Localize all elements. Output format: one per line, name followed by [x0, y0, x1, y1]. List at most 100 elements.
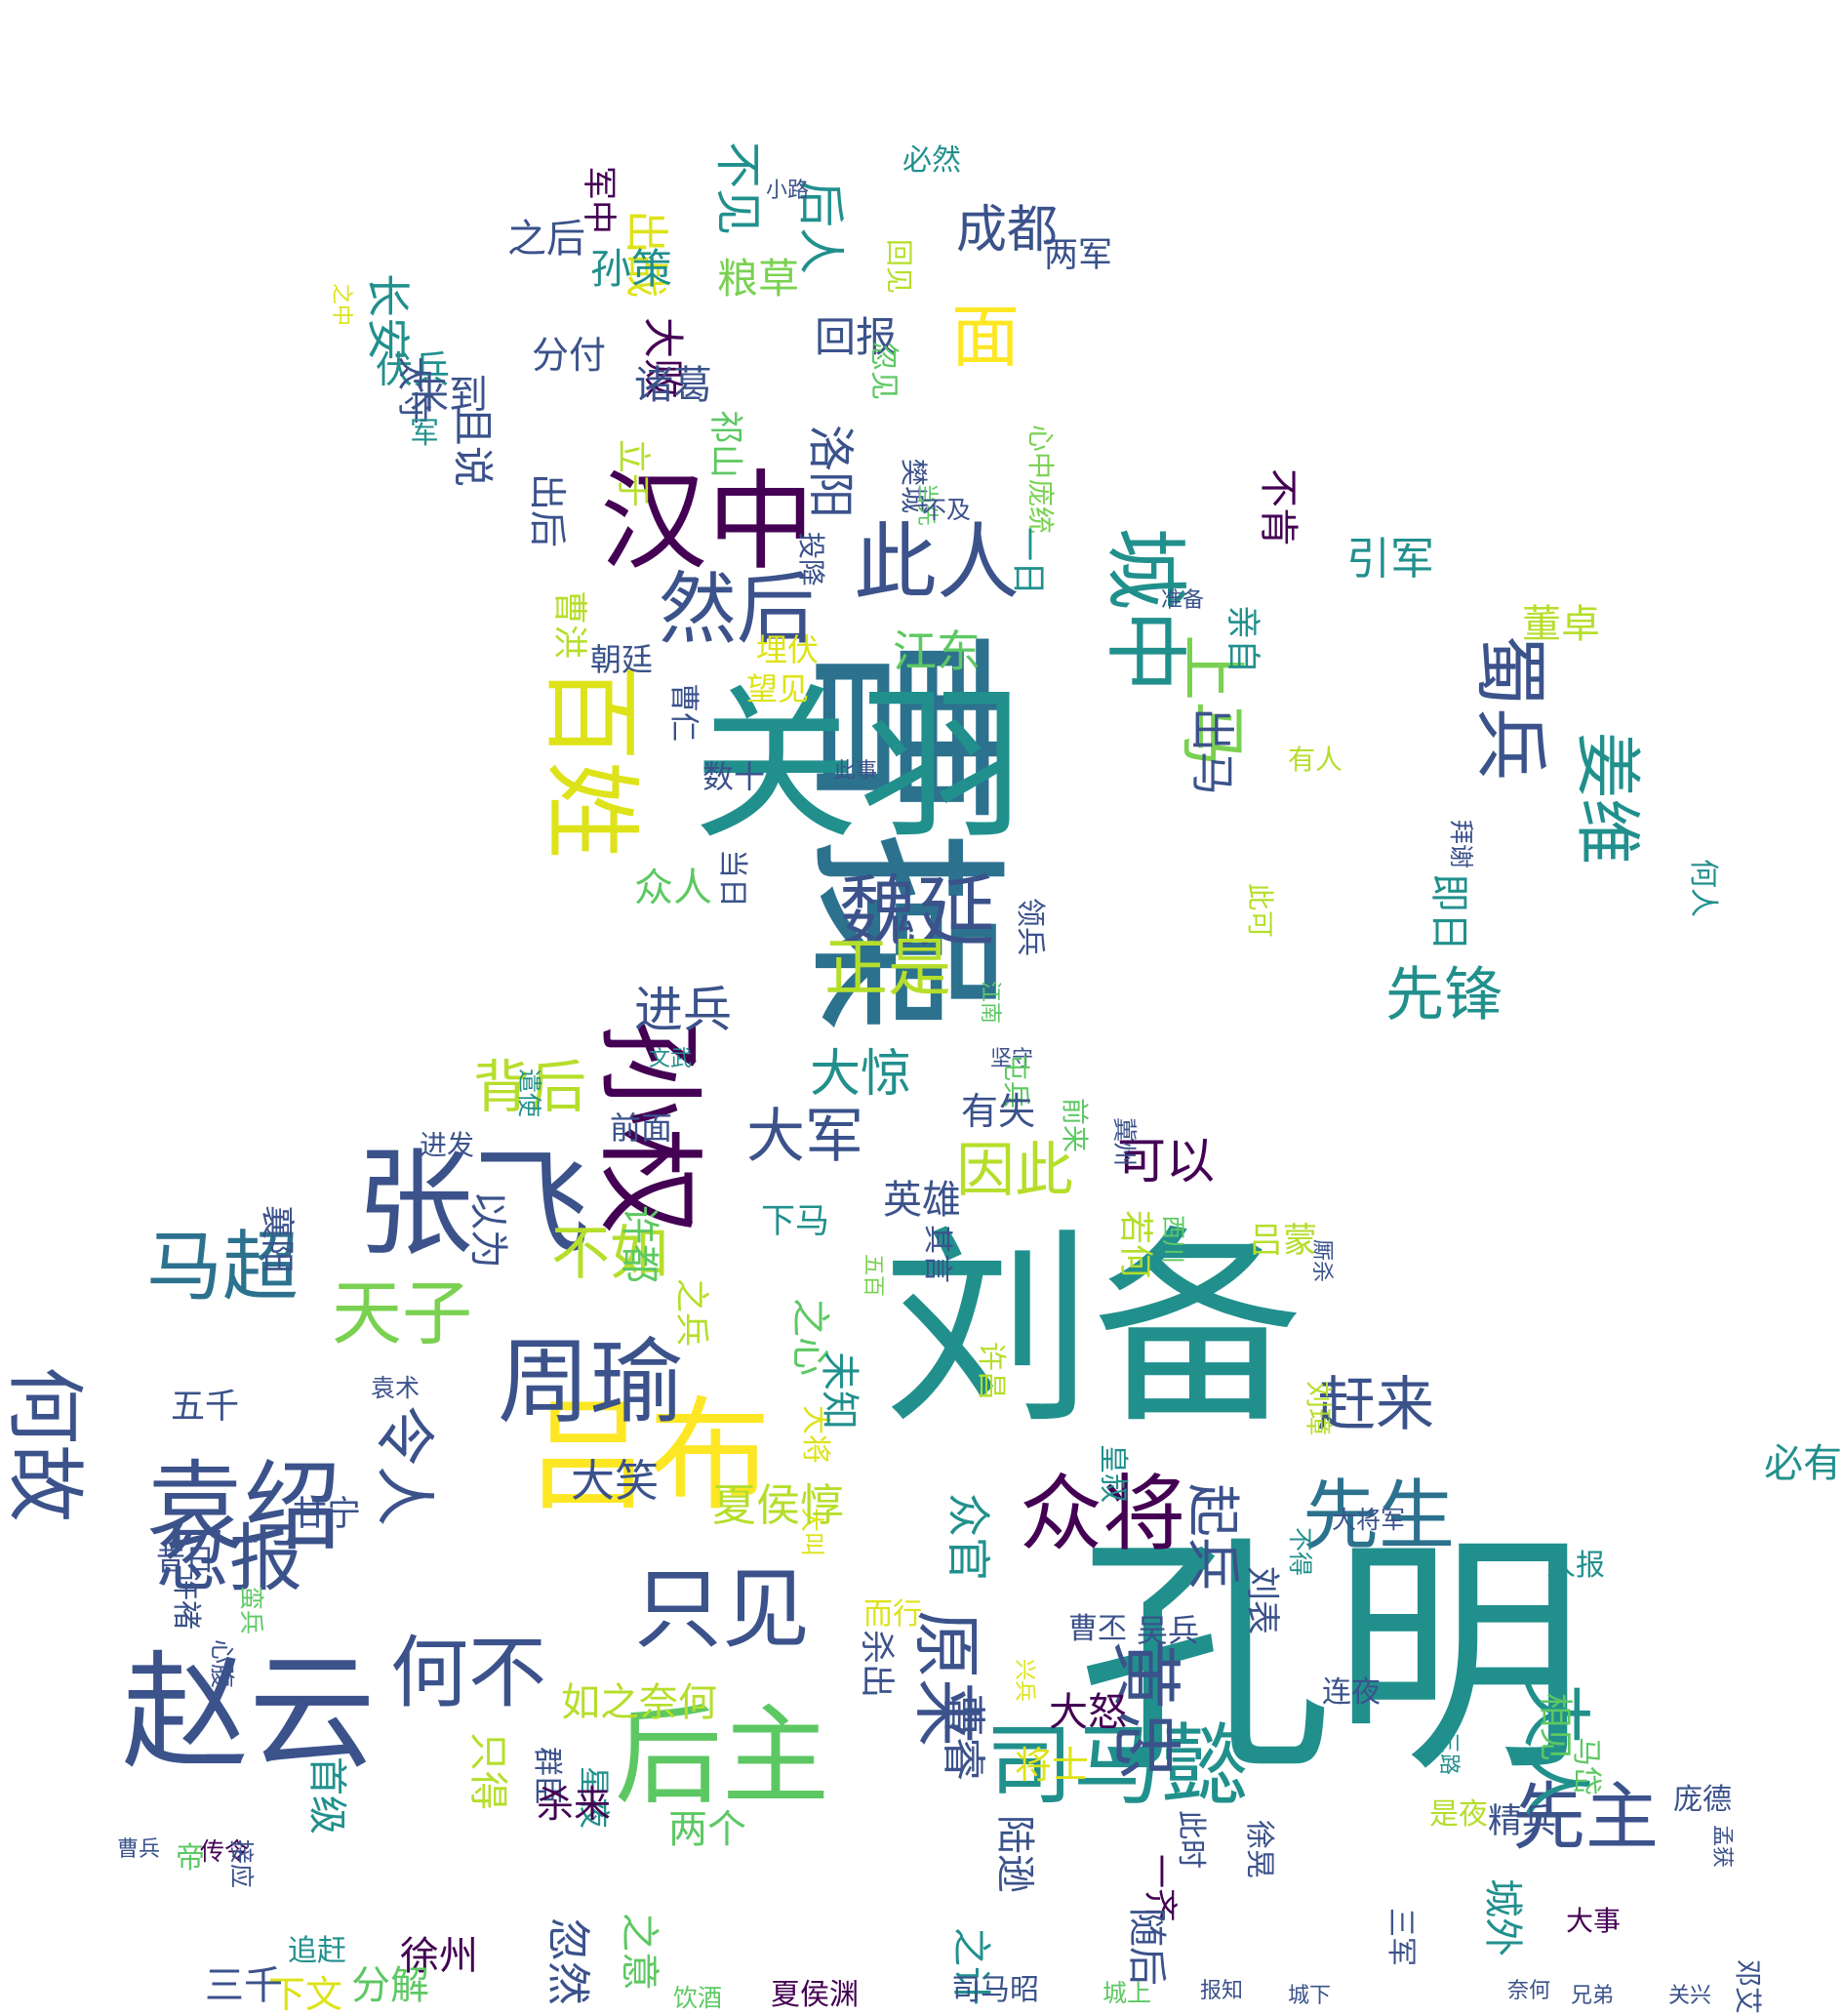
word-甘宁: 甘宁	[293, 1495, 362, 1534]
word-张飞: 张飞	[356, 1137, 590, 1272]
word-追赶: 追赶	[288, 1934, 346, 1968]
word-襄阳: 襄阳	[257, 1205, 296, 1274]
word-拜谢: 拜谢	[1447, 820, 1475, 869]
word-之后: 之后	[507, 217, 585, 262]
word-三千: 三千	[205, 1963, 283, 2008]
word-出后: 出后	[526, 473, 569, 548]
word-正是: 正是	[824, 932, 952, 1005]
word-进兵: 进兵	[634, 982, 732, 1038]
word-心中庞统: 心中庞统	[1024, 424, 1057, 535]
word-成都: 成都	[956, 201, 1059, 260]
word-大军: 大军	[746, 1103, 863, 1171]
word-何不: 何不	[390, 1628, 546, 1718]
word-先生: 先生	[1303, 1472, 1456, 1560]
word-邓艾: 邓艾	[1732, 1958, 1764, 2014]
word-许昌: 许昌	[974, 1342, 1008, 1400]
word-此可: 此可	[1244, 883, 1276, 939]
word-望见: 望见	[746, 670, 810, 707]
word-不见: 不见	[710, 141, 765, 236]
word-刘璋: 刘璋	[1303, 1381, 1335, 1436]
word-杀出: 杀出	[857, 1630, 896, 1699]
word-司马昭: 司马昭	[951, 1973, 1039, 2007]
word-兄弟: 兄弟	[1571, 1984, 1615, 2008]
word-曹仁: 曹仁	[666, 683, 701, 742]
word-引军: 引军	[1346, 533, 1435, 585]
word-关羽: 关羽	[693, 669, 1025, 863]
word-背后: 背后	[473, 1054, 587, 1120]
word-然后: 然后	[659, 564, 815, 655]
word-孔明: 孔明	[1078, 1512, 1585, 1806]
word-西川: 西川	[1159, 1215, 1187, 1265]
word-曹洪: 曹洪	[549, 590, 588, 660]
word-江东: 江东	[893, 625, 982, 677]
word-袁术: 袁术	[371, 1374, 421, 1402]
word-必有: 必有	[1764, 1441, 1842, 1486]
word-是夜: 是夜	[1429, 1797, 1488, 1832]
word-饮酒: 饮酒	[673, 1984, 723, 2012]
word-大事: 大事	[1566, 1905, 1622, 1937]
word-大将军: 大将军	[1332, 1506, 1406, 1534]
word-因此: 因此	[956, 1137, 1073, 1205]
word-城外: 城外	[1480, 1878, 1525, 1956]
word-大笑: 大笑	[571, 1455, 660, 1507]
word-帝: 帝	[176, 1841, 205, 1875]
word-孙策: 孙策	[590, 245, 673, 293]
word-城下: 城下	[1288, 1984, 1332, 2008]
word-回报: 回报	[815, 313, 898, 361]
word-而行: 而行	[863, 1597, 922, 1632]
word-前来: 前来	[1059, 1098, 1091, 1153]
word-如之奈何: 如之奈何	[561, 1680, 717, 1725]
word-马超: 马超	[146, 1224, 300, 1311]
word-曹兵: 曹兵	[117, 1837, 161, 1862]
word-小路: 小路	[766, 179, 810, 203]
word-五千: 五千	[171, 1388, 240, 1427]
word-不如: 不如	[551, 1220, 668, 1288]
word-粮草: 粮草	[717, 255, 800, 302]
word-姜维: 姜维	[1568, 732, 1645, 866]
word-连夜: 连夜	[1322, 1675, 1381, 1710]
word-曹睿: 曹睿	[938, 1693, 989, 1782]
word-之意: 之意	[617, 1913, 661, 1991]
word-刘备: 刘备	[883, 1207, 1303, 1452]
word-天子: 天子	[332, 1272, 473, 1354]
word-准备: 准备	[1161, 588, 1205, 613]
word-马岱: 马岱	[1569, 1737, 1603, 1795]
word-报知: 报知	[1200, 1979, 1244, 2003]
word-兴兵: 兴兵	[1012, 1659, 1036, 1703]
word-昔日: 昔日	[156, 1544, 215, 1578]
word-诸葛: 诸葛	[634, 363, 712, 408]
word-蛮兵: 蛮兵	[237, 1586, 265, 1635]
word-魏延: 魏延	[839, 867, 995, 957]
word-当日: 当日	[715, 849, 749, 907]
word-之兵: 之兵	[671, 1278, 710, 1348]
word-有人: 有人	[1288, 744, 1343, 776]
word-人报: 人报	[1546, 1549, 1605, 1583]
word-朝廷: 朝廷	[590, 641, 654, 678]
word-分解: 分解	[351, 1963, 429, 2008]
word-接应: 接应	[227, 1839, 256, 1889]
word-遣使: 遣使	[515, 1068, 543, 1118]
word-吕蒙: 吕蒙	[1249, 1222, 1318, 1261]
word-刘表: 刘表	[1242, 1566, 1281, 1635]
word-三路: 三路	[1436, 1732, 1461, 1776]
word-杀来: 杀来	[537, 1783, 612, 1826]
word-皇叔: 皇叔	[1096, 1444, 1130, 1503]
word-大怒: 大怒	[1049, 1690, 1127, 1735]
word-进发: 进发	[420, 1129, 475, 1161]
word-起兵: 起兵	[1182, 1483, 1244, 1592]
word-立于: 立于	[613, 439, 652, 508]
word-庞德: 庞德	[1673, 1783, 1732, 1817]
word-来到: 来到	[410, 373, 488, 418]
word-不及: 不及	[922, 496, 972, 524]
word-将士: 将士	[1015, 1744, 1090, 1787]
word-五百: 五百	[861, 1254, 885, 1298]
word-司马懿: 司马懿	[985, 1714, 1249, 1817]
word-若何: 若何	[1115, 1210, 1154, 1279]
word-面: 面	[951, 297, 1020, 377]
word-英雄: 英雄	[883, 1178, 961, 1223]
word-夏侯惇: 夏侯惇	[712, 1479, 845, 1531]
word-此事: 此事	[834, 759, 878, 784]
word-孟获: 孟获	[1709, 1825, 1734, 1869]
word-吴兵: 吴兵	[1137, 1612, 1200, 1649]
